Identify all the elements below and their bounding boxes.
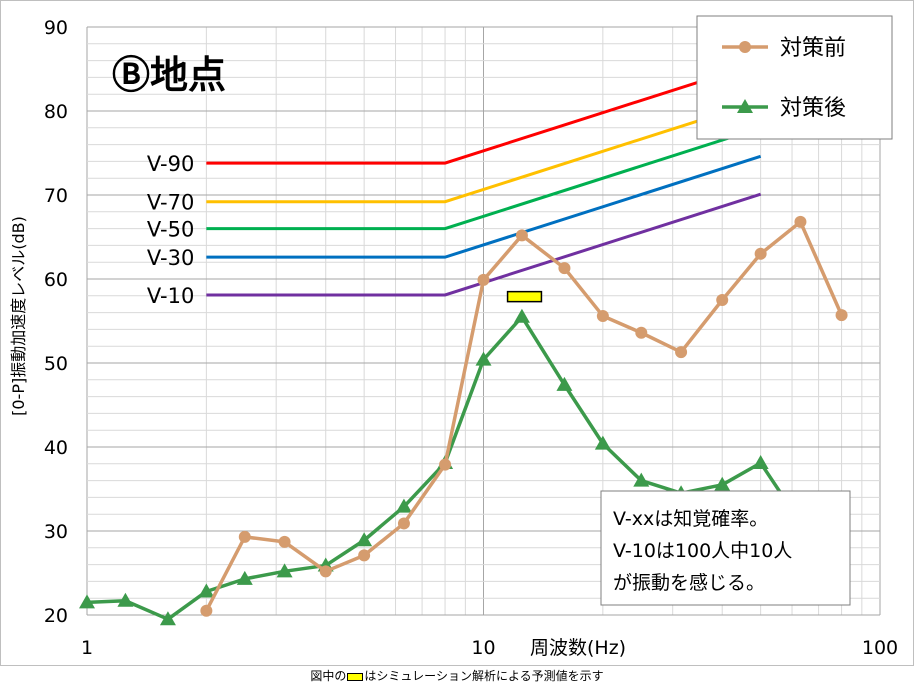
reference-lines: V-90 V-70 V-50 V-30 V-10 (147, 60, 762, 308)
data-point (835, 309, 848, 322)
data-point (117, 592, 134, 607)
note-line-2: V-10は100人中10人 (613, 540, 792, 562)
reference-line-label: V-70 (147, 191, 194, 215)
data-point (475, 351, 492, 366)
data-point (739, 41, 751, 53)
legend-label: 対策前 (780, 36, 846, 61)
reference-line (206, 99, 762, 204)
data-point (200, 604, 213, 617)
x-tick-label: 10 (471, 637, 495, 659)
reference-line-label: V-10 (147, 284, 194, 308)
y-tick-label: 50 (44, 353, 68, 375)
data-point (319, 565, 332, 578)
reference-line (206, 126, 762, 231)
reference-line (206, 192, 762, 297)
data-point (716, 294, 729, 306)
y-tick-label: 70 (44, 185, 68, 207)
x-tick-label: 1 (81, 637, 93, 659)
data-point (198, 583, 215, 598)
chart: V-90 V-70 V-50 V-30 V-10 20 30 40 50 60 70 80 90 1 10… (0, 0, 914, 666)
data-point (276, 563, 293, 578)
reference-line (206, 154, 762, 259)
data-point (635, 326, 648, 339)
x-axis-title: 周波数(Hz) (530, 637, 626, 659)
y-tick-label: 40 (44, 437, 68, 459)
data-point (395, 498, 412, 513)
data-point (477, 273, 490, 286)
data-point (594, 435, 611, 450)
data-point (737, 99, 753, 113)
y-tick-label: 80 (44, 101, 68, 123)
note-line-3: が振動を感じる。 (613, 572, 765, 594)
data-point (558, 262, 571, 275)
data-point (752, 454, 769, 469)
note-line-1: V-xxは知覚確率。 (613, 508, 768, 530)
data-point (794, 215, 807, 228)
reference-line-label: V-50 (147, 218, 194, 242)
chart-title: Ⓑ地点 (112, 53, 226, 97)
y-tick-label: 90 (44, 17, 68, 39)
data-point (633, 472, 650, 487)
data-point (79, 594, 95, 609)
data-point (754, 247, 767, 260)
axis-tick-labels: 20 30 40 50 60 70 80 90 1 10 100 (44, 17, 898, 659)
data-point (439, 458, 452, 471)
data-point (714, 476, 731, 491)
data-point (278, 535, 291, 548)
data-point (596, 309, 609, 322)
caption: 図中の はシミュレーション解析による予測値を示す (0, 666, 914, 689)
series-circle (200, 215, 848, 617)
data-point (358, 549, 371, 562)
data-point (675, 346, 688, 359)
y-tick-label: 60 (44, 269, 68, 291)
data-point (397, 517, 410, 530)
y-axis-title: [0-P]振動加速度レベル(dB) (9, 216, 28, 416)
prediction-marker (506, 290, 543, 303)
data-point (556, 376, 573, 391)
caption-text-before: 図中の (310, 669, 347, 683)
caption-text-after: はシミュレーション解析による予測値を示す (364, 669, 604, 683)
data-point (515, 229, 528, 242)
reference-line-label: V-90 (147, 152, 194, 176)
reference-line (206, 60, 762, 165)
data-point (236, 570, 253, 585)
y-tick-label: 20 (44, 605, 68, 627)
x-tick-label: 100 (862, 637, 898, 659)
data-point (159, 611, 176, 626)
data-point (356, 532, 373, 547)
data-point (238, 530, 251, 543)
data-point (513, 308, 530, 323)
note-box: V-xxは知覚確率。 V-10は100人中10人 が振動を感じる。 (600, 490, 851, 606)
legend-label: 対策後 (780, 96, 846, 121)
prediction-swatch-icon (347, 672, 364, 681)
reference-line-label: V-30 (147, 246, 194, 270)
y-tick-label: 30 (44, 521, 68, 543)
